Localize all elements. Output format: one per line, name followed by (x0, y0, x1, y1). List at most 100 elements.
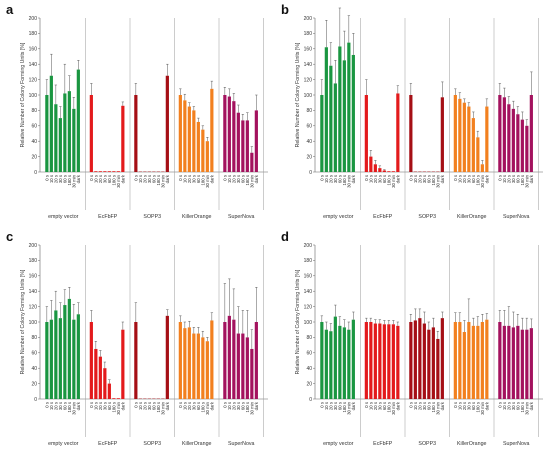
bar (45, 95, 48, 172)
y-tick-label: 180 (29, 31, 38, 37)
bar (507, 104, 510, 172)
bar (183, 328, 186, 399)
y-axis-label: Relative Number of Colony Forming Units … (20, 42, 26, 147)
bar (54, 104, 57, 172)
x-tick-label: dark (120, 401, 125, 410)
bar (334, 83, 337, 172)
bar (228, 97, 231, 172)
bar (396, 93, 399, 172)
bar (512, 109, 515, 172)
y-tick-label: 200 (29, 243, 38, 249)
bar (232, 101, 235, 172)
bar (90, 322, 93, 399)
bar (228, 316, 231, 399)
group-label: KillerOrange (182, 214, 211, 220)
bar (463, 332, 466, 399)
group-label: empty vector (323, 441, 354, 447)
bar (63, 305, 66, 399)
y-tick-label: 160 (29, 47, 38, 53)
bar (347, 43, 350, 172)
bar (210, 320, 213, 399)
x-tick-label: dark (529, 174, 534, 183)
bar (117, 171, 120, 172)
bar (476, 326, 479, 399)
group-label: SuperNova (503, 214, 530, 220)
bar (94, 349, 97, 399)
y-tick-label: 20 (31, 381, 37, 387)
y-axis-label: Relative Number of Colony Forming Units … (20, 269, 26, 374)
bar (343, 60, 346, 172)
bar (59, 118, 62, 172)
bar (68, 91, 71, 172)
y-tick-label: 40 (31, 366, 37, 372)
panel-label: a (6, 2, 14, 17)
bar (334, 317, 337, 399)
group-label: SOPP3 (418, 441, 436, 447)
bar (374, 324, 377, 399)
panel-a: a Relative Number of Colony Forming Units… (6, 2, 268, 220)
bar (206, 141, 209, 172)
bar (476, 137, 479, 172)
y-tick-label: 200 (304, 243, 313, 249)
y-tick-label: 80 (306, 335, 312, 341)
bar (365, 322, 368, 399)
bar (503, 326, 506, 399)
y-tick-label: 140 (29, 62, 38, 68)
y-tick-label: 0 (34, 397, 37, 403)
bar (183, 100, 186, 172)
y-tick-label: 60 (31, 124, 37, 130)
bar (108, 384, 111, 399)
bar (241, 334, 244, 399)
bar (255, 110, 258, 172)
bar (99, 357, 102, 399)
x-tick-label: dark (484, 401, 489, 410)
group-label: empty vector (323, 214, 354, 220)
group-label: SuperNova (228, 441, 255, 447)
bar (210, 89, 213, 172)
bar (352, 320, 355, 399)
group-label: EcFbFP (373, 214, 393, 220)
bar (325, 330, 328, 399)
y-tick-label: 180 (304, 258, 313, 264)
bar (188, 327, 191, 399)
y-tick-label: 100 (304, 93, 313, 99)
bar (427, 330, 430, 399)
y-tick-label: 40 (306, 139, 312, 145)
y-tick-label: 140 (304, 289, 313, 295)
bar (329, 66, 332, 172)
bar (112, 398, 115, 399)
x-tick-label: dark (254, 174, 259, 183)
bar (387, 324, 390, 399)
x-tick-label: dark (76, 401, 81, 410)
bar (134, 322, 137, 399)
y-tick-label: 80 (31, 335, 37, 341)
bar (117, 398, 120, 399)
group-label: SuperNova (228, 214, 255, 220)
bar (498, 95, 501, 172)
bar (374, 164, 377, 172)
bar (512, 327, 515, 399)
bar (192, 334, 195, 399)
y-tick-label: 180 (304, 31, 313, 37)
y-tick-label: 60 (306, 351, 312, 357)
bar (392, 171, 395, 172)
y-axis-label: Relative Number of Colony Forming Units … (295, 269, 301, 374)
bar (383, 324, 386, 399)
bar (72, 320, 75, 399)
bar (206, 341, 209, 399)
x-tick-label: dark (120, 174, 125, 183)
bar (530, 95, 533, 172)
bar (90, 95, 93, 172)
x-tick-label: dark (395, 401, 400, 410)
bar (121, 106, 124, 172)
x-tick-label: dark (440, 401, 445, 410)
bar (237, 334, 240, 399)
group-label: EcFbFP (373, 441, 393, 447)
bar (423, 324, 426, 399)
y-tick-label: 100 (29, 320, 38, 326)
bar (246, 337, 249, 399)
bar (50, 76, 53, 172)
bar (347, 330, 350, 399)
bar (392, 324, 395, 399)
